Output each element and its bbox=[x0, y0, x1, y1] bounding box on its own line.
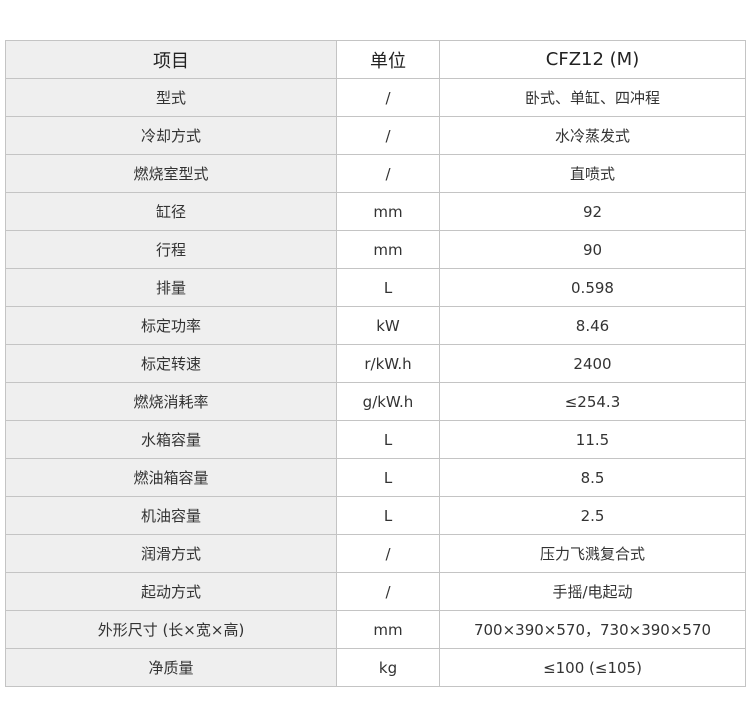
row-item: 净质量 bbox=[5, 648, 337, 687]
table-row: 标定功率 kW 8.46 bbox=[5, 306, 746, 345]
row-item: 燃烧室型式 bbox=[5, 154, 337, 193]
row-value: 700×390×570，730×390×570 bbox=[439, 610, 746, 649]
row-value: 水冷蒸发式 bbox=[439, 116, 746, 155]
header-row: 项目 单位 CFZ12 (M) bbox=[5, 40, 746, 79]
row-item: 机油容量 bbox=[5, 496, 337, 535]
row-value: 8.46 bbox=[439, 306, 746, 345]
row-value: 压力飞溅复合式 bbox=[439, 534, 746, 573]
row-value: 0.598 bbox=[439, 268, 746, 307]
row-unit: / bbox=[336, 534, 440, 573]
row-value: ≤100 (≤105) bbox=[439, 648, 746, 687]
table-row: 缸径 mm 92 bbox=[5, 192, 746, 231]
row-unit: mm bbox=[336, 610, 440, 649]
table-row: 型式 / 卧式、单缸、四冲程 bbox=[5, 78, 746, 117]
row-unit: / bbox=[336, 572, 440, 611]
row-unit: / bbox=[336, 154, 440, 193]
header-model: CFZ12 (M) bbox=[439, 40, 746, 79]
row-item: 燃油箱容量 bbox=[5, 458, 337, 497]
table-row: 润滑方式 / 压力飞溅复合式 bbox=[5, 534, 746, 573]
table-row: 水箱容量 L 11.5 bbox=[5, 420, 746, 459]
row-item: 缸径 bbox=[5, 192, 337, 231]
row-unit: mm bbox=[336, 192, 440, 231]
table-row: 标定转速 r/kW.h 2400 bbox=[5, 344, 746, 383]
table-row: 排量 L 0.598 bbox=[5, 268, 746, 307]
table-row: 行程 mm 90 bbox=[5, 230, 746, 269]
row-unit: r/kW.h bbox=[336, 344, 440, 383]
row-unit: mm bbox=[336, 230, 440, 269]
header-item: 项目 bbox=[5, 40, 337, 79]
table-row: 机油容量 L 2.5 bbox=[5, 496, 746, 535]
table-row: 冷却方式 / 水冷蒸发式 bbox=[5, 116, 746, 155]
spec-table: 项目 单位 CFZ12 (M) 型式 / 卧式、单缸、四冲程 冷却方式 / 水冷蒸发式 燃烧… bbox=[5, 40, 746, 687]
row-value: 手摇/电起动 bbox=[439, 572, 746, 611]
row-value: 卧式、单缸、四冲程 bbox=[439, 78, 746, 117]
row-value: 90 bbox=[439, 230, 746, 269]
row-item: 外形尺寸 (长×宽×高) bbox=[5, 610, 337, 649]
header-unit: 单位 bbox=[336, 40, 440, 79]
row-item: 标定功率 bbox=[5, 306, 337, 345]
row-item: 水箱容量 bbox=[5, 420, 337, 459]
table-row: 起动方式 / 手摇/电起动 bbox=[5, 572, 746, 611]
row-item: 冷却方式 bbox=[5, 116, 337, 155]
row-item: 标定转速 bbox=[5, 344, 337, 383]
row-unit: / bbox=[336, 116, 440, 155]
table-row: 净质量 kg ≤100 (≤105) bbox=[5, 648, 746, 687]
row-unit: L bbox=[336, 496, 440, 535]
row-item: 燃烧消耗率 bbox=[5, 382, 337, 421]
row-value: ≤254.3 bbox=[439, 382, 746, 421]
table-row: 外形尺寸 (长×宽×高) mm 700×390×570，730×390×570 bbox=[5, 610, 746, 649]
row-value: 2.5 bbox=[439, 496, 746, 535]
row-value: 直喷式 bbox=[439, 154, 746, 193]
table-row: 燃烧消耗率 g/kW.h ≤254.3 bbox=[5, 382, 746, 421]
table-row: 燃烧室型式 / 直喷式 bbox=[5, 154, 746, 193]
row-item: 排量 bbox=[5, 268, 337, 307]
row-unit: kg bbox=[336, 648, 440, 687]
row-item: 型式 bbox=[5, 78, 337, 117]
row-unit: L bbox=[336, 268, 440, 307]
row-value: 8.5 bbox=[439, 458, 746, 497]
row-unit: / bbox=[336, 78, 440, 117]
row-unit: kW bbox=[336, 306, 440, 345]
row-unit: g/kW.h bbox=[336, 382, 440, 421]
table-row: 燃油箱容量 L 8.5 bbox=[5, 458, 746, 497]
row-item: 行程 bbox=[5, 230, 337, 269]
row-item: 起动方式 bbox=[5, 572, 337, 611]
row-value: 11.5 bbox=[439, 420, 746, 459]
row-unit: L bbox=[336, 420, 440, 459]
row-value: 2400 bbox=[439, 344, 746, 383]
row-item: 润滑方式 bbox=[5, 534, 337, 573]
row-value: 92 bbox=[439, 192, 746, 231]
row-unit: L bbox=[336, 458, 440, 497]
